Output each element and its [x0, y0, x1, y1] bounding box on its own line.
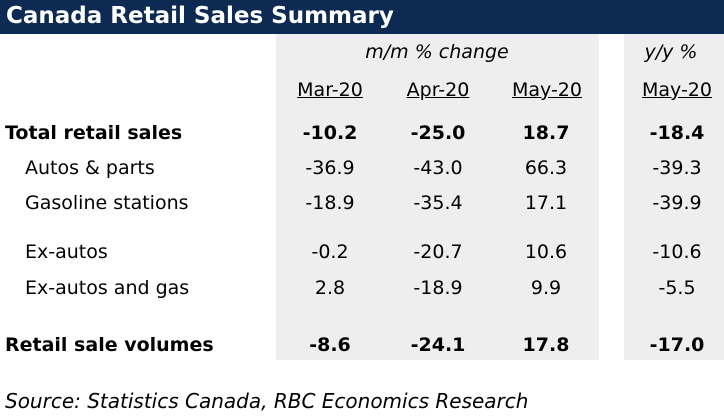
table-cell: -0.2 [311, 241, 349, 263]
table-cell: -25.0 [410, 122, 466, 144]
yy-column-shading [624, 34, 724, 360]
table-cell: -18.9 [413, 277, 463, 299]
table-cell: 18.7 [522, 122, 570, 144]
table-cell: -43.0 [413, 157, 463, 179]
row-label-autos-parts: Autos & parts [25, 157, 155, 179]
column-header-mar20: Mar-20 [297, 79, 363, 101]
table-cell: -24.1 [410, 334, 466, 356]
title-bar: Canada Retail Sales Summary [0, 0, 724, 34]
row-label-ex-autos: Ex-autos [25, 241, 108, 263]
column-header-may20-mm: May-20 [512, 79, 582, 101]
table-cell: -35.4 [413, 192, 463, 214]
table-cell: -8.6 [309, 334, 351, 356]
table-cell: -17.0 [649, 334, 705, 356]
row-label-retail-sale-volumes: Retail sale volumes [5, 334, 214, 356]
table-cell: -20.7 [413, 241, 463, 263]
table-cell: -10.6 [652, 241, 702, 263]
row-label-gasoline-stations: Gasoline stations [25, 192, 189, 214]
table-cell: -5.5 [658, 277, 696, 299]
source-note: Source: Statistics Canada, RBC Economics… [5, 389, 529, 413]
table-cell: 66.3 [524, 157, 568, 179]
table-cell: -36.9 [305, 157, 355, 179]
table-cell: 2.8 [314, 277, 346, 299]
table-cell: 9.9 [530, 277, 562, 299]
mm-change-header: m/m % change [365, 41, 509, 63]
yy-change-header: y/y % [644, 41, 698, 63]
row-label-total-retail-sales: Total retail sales [5, 122, 183, 144]
table-cell: -39.3 [652, 157, 702, 179]
table-cell: 17.8 [522, 334, 570, 356]
table-cell: 10.6 [524, 241, 568, 263]
page-title: Canada Retail Sales Summary [6, 3, 394, 29]
column-header-may20-yy: May-20 [642, 79, 712, 101]
table-cell: -39.9 [652, 192, 702, 214]
table-cell: -10.2 [302, 122, 358, 144]
column-header-apr20: Apr-20 [406, 79, 470, 101]
table-cell: 17.1 [524, 192, 568, 214]
mm-column-shading [276, 34, 599, 360]
table-cell: -18.4 [649, 122, 705, 144]
table-cell: -18.9 [305, 192, 355, 214]
row-label-ex-autos-and-gas: Ex-autos and gas [25, 277, 190, 299]
